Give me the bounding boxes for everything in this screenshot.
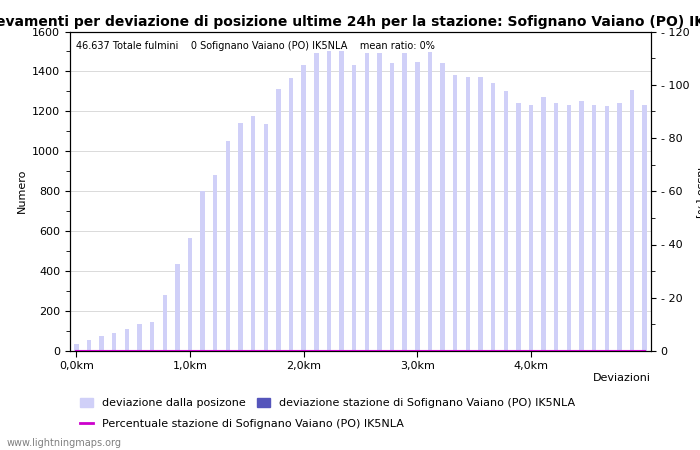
Bar (276, 90, 281, 351)
Bar (340, 51, 344, 351)
Bar (225, 141, 230, 351)
Bar (503, 91, 508, 351)
Bar (592, 105, 596, 351)
Bar (125, 329, 129, 351)
Bar (580, 101, 584, 351)
Bar (99, 336, 104, 351)
Bar (402, 54, 407, 351)
Bar (617, 104, 622, 351)
Legend: Percentuale stazione di Sofignano Vaiano (PO) IK5NLA: Percentuale stazione di Sofignano Vaiano… (76, 414, 409, 433)
Bar (453, 76, 457, 351)
Bar (289, 78, 293, 351)
Bar (516, 104, 521, 351)
Bar (605, 106, 609, 351)
Bar (352, 65, 356, 351)
Bar (365, 54, 369, 351)
Bar (478, 77, 483, 351)
Bar (377, 54, 382, 351)
Bar (541, 97, 546, 351)
Y-axis label: Tasso [%]: Tasso [%] (696, 165, 700, 218)
Bar (188, 238, 193, 351)
Bar (251, 117, 256, 351)
Bar (554, 104, 559, 351)
Bar (567, 105, 571, 351)
Bar (238, 123, 243, 351)
Bar (327, 51, 331, 351)
Bar (87, 340, 91, 351)
Bar (528, 105, 533, 351)
Bar (200, 191, 205, 351)
Legend: deviazione dalla posizone, deviazione stazione di Sofignano Vaiano (PO) IK5NLA: deviazione dalla posizone, deviazione st… (76, 394, 580, 413)
Text: Deviazioni: Deviazioni (593, 374, 651, 383)
Bar (74, 344, 78, 351)
Bar (162, 295, 167, 351)
Bar (264, 124, 268, 351)
Text: 46.637 Totale fulmini    0 Sofignano Vaiano (PO) IK5NLA    mean ratio: 0%: 46.637 Totale fulmini 0 Sofignano Vaiano… (76, 41, 435, 51)
Bar (630, 90, 634, 351)
Bar (415, 63, 419, 351)
Bar (137, 324, 141, 351)
Bar (314, 54, 318, 351)
Bar (466, 77, 470, 351)
Bar (302, 65, 306, 351)
Bar (213, 175, 218, 351)
Bar (175, 264, 180, 351)
Y-axis label: Numero: Numero (17, 169, 27, 213)
Bar (491, 83, 496, 351)
Bar (112, 333, 116, 351)
Bar (150, 322, 154, 351)
Bar (428, 53, 432, 351)
Bar (440, 63, 444, 351)
Text: www.lightningmaps.org: www.lightningmaps.org (7, 438, 122, 448)
Title: Rilevamenti per deviazione di posizione ultime 24h per la stazione: Sofignano Va: Rilevamenti per deviazione di posizione … (0, 15, 700, 29)
Bar (390, 63, 394, 351)
Bar (643, 105, 647, 351)
